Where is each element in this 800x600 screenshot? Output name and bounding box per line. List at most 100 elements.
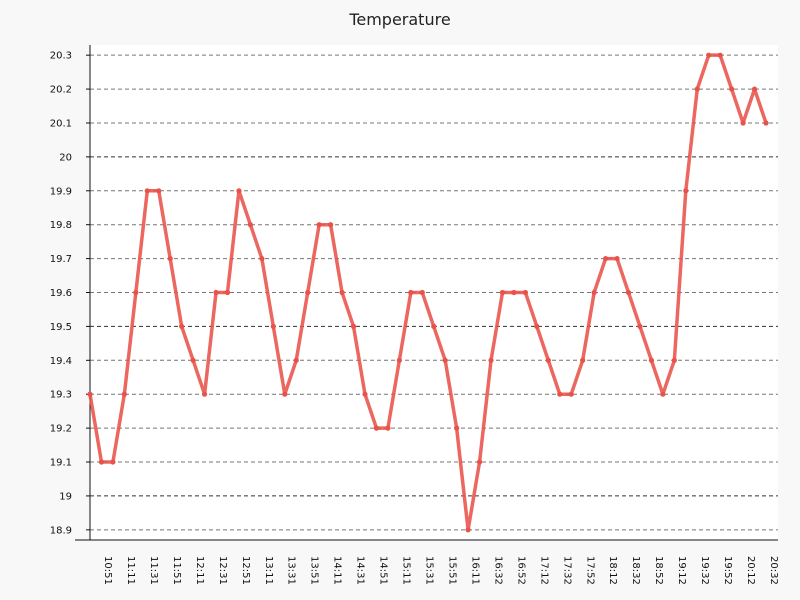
x-tick-label: 19:12 <box>676 556 687 585</box>
x-tick-label: 18:32 <box>630 556 641 585</box>
x-tick-label: 20:32 <box>768 556 779 585</box>
data-point <box>224 289 231 296</box>
data-point <box>683 188 689 194</box>
x-tick-label: 17:12 <box>538 556 549 585</box>
x-tick-label: 12:31 <box>217 556 228 585</box>
data-point <box>580 357 586 363</box>
data-point <box>408 289 414 296</box>
y-tick-label: 19.7 <box>50 254 72 265</box>
data-point <box>201 391 208 397</box>
data-point <box>511 289 517 296</box>
data-point <box>637 323 643 330</box>
data-point <box>602 255 609 262</box>
data-point <box>98 459 105 465</box>
x-tick-labels: 10:51 11:11 11:31 11:51 12:11 12:31 12:51 13:11… <box>102 556 779 585</box>
data-point <box>350 323 357 330</box>
y-tick-label: 19.3 <box>50 390 72 401</box>
data-point <box>522 289 528 296</box>
y-tick-label: 18.9 <box>50 525 72 536</box>
data-point <box>133 289 139 296</box>
data-point <box>454 425 460 431</box>
axes <box>75 45 778 541</box>
data-point <box>465 527 471 533</box>
x-tick-label: 15:31 <box>424 556 435 585</box>
data-point <box>660 391 666 397</box>
data-point <box>671 357 677 363</box>
y-tick-label: 19.6 <box>50 288 72 299</box>
data-point <box>557 391 563 397</box>
data-point <box>144 188 150 194</box>
x-tick-label: 16:11 <box>469 556 480 585</box>
x-tick-label: 17:52 <box>584 556 595 585</box>
x-tick-label: 13:31 <box>286 556 297 585</box>
x-tick-label: 12:51 <box>240 556 251 585</box>
chart-title: Temperature <box>348 10 450 29</box>
data-point <box>236 188 242 194</box>
y-tick-label: 19.4 <box>50 356 72 367</box>
x-tick-label: 14:51 <box>378 556 389 585</box>
data-point <box>179 323 185 330</box>
data-point <box>328 222 334 228</box>
y-tick-label: 19.8 <box>50 220 72 231</box>
data-point <box>362 391 368 397</box>
series-line <box>88 53 768 532</box>
y-tick-label: 19.2 <box>50 424 72 435</box>
data-point <box>121 391 127 397</box>
x-tick-label: 10:51 <box>102 556 113 585</box>
data-point <box>568 391 574 397</box>
y-tick-label: 19.1 <box>50 458 72 469</box>
data-point <box>373 425 380 431</box>
data-point <box>751 86 758 92</box>
data-point <box>740 120 746 126</box>
y-tick-label: 20.3 <box>50 51 72 62</box>
data-point <box>729 86 735 92</box>
data-point <box>339 289 345 296</box>
y-tick-label: 20.1 <box>50 118 72 129</box>
data-point <box>534 323 540 330</box>
x-tick-label: 12:11 <box>194 556 205 585</box>
data-point <box>316 222 322 228</box>
data-point <box>110 459 116 465</box>
data-point <box>499 289 506 296</box>
x-tick-label: 14:11 <box>332 556 343 585</box>
data-point <box>706 52 712 58</box>
y-tick-labels: 18.9 19 19.1 19.2 19.3 19.4 19.5 19.6 19.7 19.8 19… <box>50 51 72 537</box>
data-point <box>305 289 311 296</box>
data-point <box>293 357 299 363</box>
x-tick-label: 11:11 <box>125 556 136 585</box>
data-point <box>476 459 483 465</box>
x-tick-label: 13:51 <box>309 556 320 585</box>
x-tick-label: 16:32 <box>492 556 503 585</box>
y-tick-label: 20 <box>59 152 72 163</box>
x-tick-label: 11:51 <box>171 556 182 585</box>
y-tick-label: 19.5 <box>50 322 72 333</box>
series-temperature <box>87 52 769 533</box>
x-tick-label: 19:32 <box>699 556 710 585</box>
data-point <box>213 289 219 296</box>
data-point <box>282 391 288 397</box>
x-tick-label: 11:31 <box>148 556 159 585</box>
x-tick-label: 14:31 <box>355 556 366 585</box>
data-point <box>431 323 437 330</box>
data-point <box>648 357 655 363</box>
data-point <box>87 391 93 397</box>
data-point <box>442 357 448 363</box>
x-tick-label: 16:52 <box>515 556 526 585</box>
y-tick-label: 19 <box>59 491 72 502</box>
data-point <box>614 255 620 262</box>
data-point <box>396 357 402 363</box>
data-point <box>270 323 276 330</box>
data-point <box>259 255 265 262</box>
data-point <box>167 255 173 262</box>
x-tick-label: 13:11 <box>263 556 274 585</box>
x-tick-label: 18:12 <box>607 556 618 585</box>
data-point <box>190 357 196 363</box>
data-point <box>419 289 425 296</box>
x-tick-label: 15:51 <box>446 556 457 585</box>
x-tick-label: 15:11 <box>401 556 412 585</box>
y-tick-label: 20.2 <box>50 85 72 96</box>
x-tick-label: 17:32 <box>561 556 572 585</box>
data-point <box>545 357 551 363</box>
